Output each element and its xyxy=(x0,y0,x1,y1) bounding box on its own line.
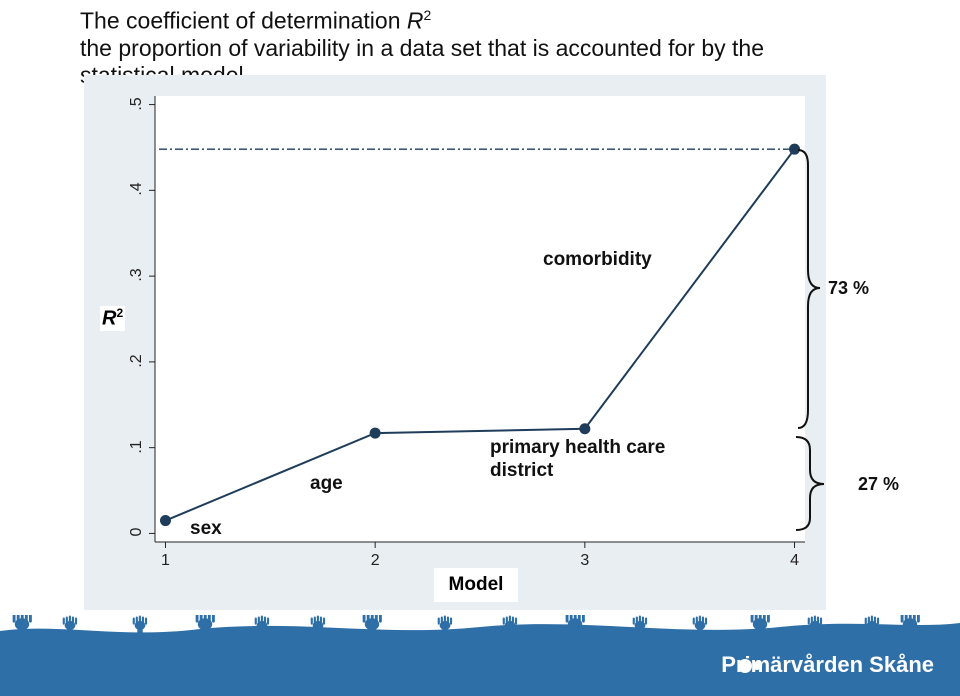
xtick-label: 2 xyxy=(370,552,380,569)
y-axis-label-sup: 2 xyxy=(116,306,124,320)
title-r: R xyxy=(406,7,424,34)
title-text: The coefficient of determination xyxy=(80,7,407,34)
x-axis-label: Model xyxy=(434,568,518,602)
ytick-label: .5 xyxy=(128,96,145,111)
ytick-label: .1 xyxy=(128,439,145,454)
hand-icon xyxy=(864,615,880,638)
xtick-label: 3 xyxy=(580,552,590,569)
hand-icon xyxy=(362,615,382,637)
y-axis-label: R2 xyxy=(100,306,126,331)
annotation-phc-line2: district xyxy=(490,460,554,481)
ytick-label: .2 xyxy=(128,354,145,368)
brace-upper-label: 73 % xyxy=(828,278,870,298)
hand-icon xyxy=(254,615,270,638)
ytick-label: .4 xyxy=(128,182,145,197)
ytick-label: 0 xyxy=(128,527,145,537)
brand-logo-icon xyxy=(738,659,761,673)
annotation-phc: primary health care district xyxy=(490,436,665,482)
hand-icon xyxy=(437,615,453,638)
hand-icon xyxy=(632,615,648,638)
hand-icon xyxy=(502,615,518,638)
hand-icon xyxy=(12,615,32,637)
xtick-label: 4 xyxy=(790,552,799,569)
hand-icon xyxy=(807,615,823,638)
hand-icon xyxy=(565,615,585,637)
hand-icon xyxy=(900,615,920,637)
hand-icon xyxy=(310,615,326,638)
hand-icon xyxy=(195,615,215,637)
title-sup: 2 xyxy=(423,7,432,23)
hand-icon xyxy=(62,615,78,638)
annotation-comorbidity: comorbidity xyxy=(543,249,652,270)
slide-title: The coefficient of determination R2 the … xyxy=(80,2,840,89)
ytick-label: .3 xyxy=(128,268,145,282)
hand-icon xyxy=(692,615,708,638)
brand-name: Primärvården Skåne xyxy=(721,652,934,677)
annotation-sex: sex xyxy=(190,518,222,539)
xtick-label: 1 xyxy=(161,552,170,569)
footer-banner xyxy=(0,615,960,696)
plot-area xyxy=(155,96,805,542)
annotation-age: age xyxy=(310,473,343,494)
brace-lower-label: 27 % xyxy=(858,474,900,494)
y-axis-label-r: R xyxy=(102,307,117,330)
hand-icon xyxy=(750,615,770,637)
hand-icon xyxy=(132,615,148,638)
annotation-phc-line1: primary health care xyxy=(490,437,666,458)
